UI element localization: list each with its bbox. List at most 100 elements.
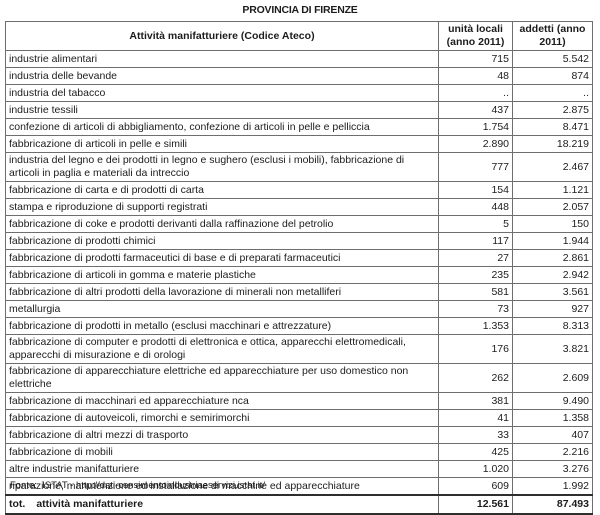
activity-cell: fabbricazione di apparecchiature elettri… xyxy=(5,363,439,393)
column-header-local-units: unità locali (anno 2011) xyxy=(438,21,513,51)
employees-cell: 2.467 xyxy=(512,152,593,182)
employees-cell: 8.313 xyxy=(512,317,593,335)
activity-cell: fabbricazione di altri mezzi di trasport… xyxy=(5,426,439,444)
activity-cell: fabbricazione di macchinari ed apparecch… xyxy=(5,392,439,410)
activity-cell: fabbricazione di prodotti farmaceutici d… xyxy=(5,249,439,267)
local-units-cell: 1.754 xyxy=(438,118,513,136)
table-row: fabbricazione di mobili 425 2.216 xyxy=(5,443,593,461)
activity-cell: fabbricazione di autoveicoli, rimorchi e… xyxy=(5,409,439,427)
employees-cell: 8.471 xyxy=(512,118,593,136)
employees-cell: 2.875 xyxy=(512,101,593,119)
local-units-cell: 581 xyxy=(438,283,513,301)
local-units-cell: 117 xyxy=(438,232,513,250)
total-local-units-cell: 12.561 xyxy=(438,494,513,515)
local-units-cell: 715 xyxy=(438,50,513,68)
employees-cell: 150 xyxy=(512,215,593,233)
activity-cell: industria del tabacco xyxy=(5,84,439,102)
table-row: industrie tessili 437 2.875 xyxy=(5,101,593,119)
local-units-cell: 154 xyxy=(438,181,513,199)
activity-cell: industrie tessili xyxy=(5,101,439,119)
table-row: fabbricazione di prodotti farmaceutici d… xyxy=(5,249,593,267)
local-units-cell: 41 xyxy=(438,409,513,427)
local-units-header-line-2: (anno 2011) xyxy=(446,36,505,48)
local-units-cell: 1.020 xyxy=(438,460,513,478)
total-employees-cell: 87.493 xyxy=(512,494,593,515)
employees-cell: .. xyxy=(512,84,593,102)
local-units-cell: 262 xyxy=(438,363,513,393)
table-row: industria delle bevande 48 874 xyxy=(5,67,593,85)
local-units-cell: 1.353 xyxy=(438,317,513,335)
employees-cell: 1.992 xyxy=(512,477,593,496)
employees-cell: 1.944 xyxy=(512,232,593,250)
table-row: fabbricazione di altri prodotti della la… xyxy=(5,283,593,301)
activity-cell: stampa e riproduzione di supporti regist… xyxy=(5,198,439,216)
activity-cell: fabbricazione di carta e di prodotti di … xyxy=(5,181,439,199)
table-row: fabbricazione di coke e prodotti derivan… xyxy=(5,215,593,233)
activity-cell: fabbricazione di articoli in gomma e mat… xyxy=(5,266,439,284)
activity-cell: fabbricazione di articoli in pelle e sim… xyxy=(5,135,439,153)
source-note: Fonte: ISTAT - http://dati-censimentoind… xyxy=(10,480,266,491)
employees-cell: 2.609 xyxy=(512,363,593,393)
column-header-activity: Attività manifatturiere (Codice Ateco) xyxy=(5,21,439,51)
employees-header-line-1: addetti (anno xyxy=(519,23,586,35)
activity-cell: fabbricazione di coke e prodotti derivan… xyxy=(5,215,439,233)
table-row: metallurgia 73 927 xyxy=(5,300,593,318)
table-row: riparazione, manutenzione ed installazio… xyxy=(5,477,593,496)
table-row: fabbricazione di autoveicoli, rimorchi e… xyxy=(5,409,593,427)
employees-cell: 5.542 xyxy=(512,50,593,68)
header-row: Attività manifatturiere (Codice Ateco) u… xyxy=(5,21,593,51)
local-units-cell: .. xyxy=(438,84,513,102)
total-label-text: attività manifatturiere xyxy=(36,498,144,510)
local-units-cell: 235 xyxy=(438,266,513,284)
activity-cell: fabbricazione di mobili xyxy=(5,443,439,461)
employees-cell: 2.057 xyxy=(512,198,593,216)
total-row: tot. attività manifatturiere 12.561 87.49… xyxy=(5,494,593,515)
employees-cell: 3.276 xyxy=(512,460,593,478)
local-units-cell: 73 xyxy=(438,300,513,318)
activity-cell: fabbricazione di prodotti in metallo (es… xyxy=(5,317,439,335)
activity-cell: industrie alimentari xyxy=(5,50,439,68)
employees-cell: 2.942 xyxy=(512,266,593,284)
activity-cell: altre industrie manifatturiere xyxy=(5,460,439,478)
local-units-cell: 381 xyxy=(438,392,513,410)
table-row: industria del tabacco.... xyxy=(5,84,593,102)
table-row: fabbricazione di apparecchiature elettri… xyxy=(5,363,593,393)
activity-cell: industria delle bevande xyxy=(5,67,439,85)
employees-cell: 9.490 xyxy=(512,392,593,410)
employees-cell: 1.358 xyxy=(512,409,593,427)
employees-cell: 407 xyxy=(512,426,593,444)
local-units-cell: 777 xyxy=(438,152,513,182)
table-row: altre industrie manifatturiere 1.020 3.276 xyxy=(5,460,593,478)
local-units-cell: 448 xyxy=(438,198,513,216)
employees-cell: 3.561 xyxy=(512,283,593,301)
table-row: fabbricazione di altri mezzi di trasport… xyxy=(5,426,593,444)
table-row: industrie alimentari 715 5.542 xyxy=(5,50,593,68)
table-row: fabbricazione di macchinari ed apparecch… xyxy=(5,392,593,410)
local-units-cell: 5 xyxy=(438,215,513,233)
activity-cell: industria del legno e dei prodotti in le… xyxy=(5,152,439,182)
table-row: fabbricazione di prodotti in metallo (es… xyxy=(5,317,593,335)
employees-cell: 2.216 xyxy=(512,443,593,461)
local-units-cell: 27 xyxy=(438,249,513,267)
employees-cell: 1.121 xyxy=(512,181,593,199)
local-units-cell: 437 xyxy=(438,101,513,119)
local-units-cell: 425 xyxy=(438,443,513,461)
table-row: fabbricazione di articoli in pelle e sim… xyxy=(5,135,593,153)
table-row: confezione di articoli di abbigliamento,… xyxy=(5,118,593,136)
activity-cell: fabbricazione di computer e prodotti di … xyxy=(5,334,439,364)
employees-cell: 874 xyxy=(512,67,593,85)
total-label-prefix: tot. xyxy=(9,498,26,510)
column-header-activity-label: Attività manifatturiere (Codice Ateco) xyxy=(129,29,315,42)
table-row: fabbricazione di computer e prodotti di … xyxy=(5,334,593,364)
table-row: fabbricazione di articoli in gomma e mat… xyxy=(5,266,593,284)
local-units-cell: 609 xyxy=(438,477,513,496)
activity-cell: fabbricazione di prodotti chimici xyxy=(5,232,439,250)
local-units-cell: 176 xyxy=(438,334,513,364)
employees-cell: 2.861 xyxy=(512,249,593,267)
employees-header-line-2: 2011) xyxy=(539,36,566,48)
employees-cell: 18.219 xyxy=(512,135,593,153)
manufacturing-activities-table: Attività manifatturiere (Codice Ateco) u… xyxy=(5,21,593,515)
table-row: fabbricazione di carta e di prodotti di … xyxy=(5,181,593,199)
activity-cell: fabbricazione di altri prodotti della la… xyxy=(5,283,439,301)
total-label-cell: tot. attività manifatturiere xyxy=(5,494,439,515)
